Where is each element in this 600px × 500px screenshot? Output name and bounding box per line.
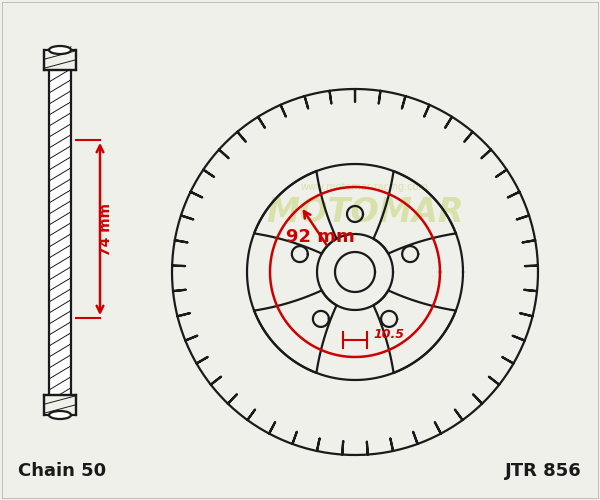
Text: MOTOMAR: MOTOMAR: [266, 196, 464, 228]
Text: 92 mm: 92 mm: [286, 228, 355, 246]
Text: JTR 856: JTR 856: [505, 462, 582, 480]
Bar: [44, 50, 76, 70]
Text: www.motomar-racing.com: www.motomar-racing.com: [301, 182, 429, 192]
Bar: [49, 50, 71, 415]
Ellipse shape: [49, 46, 71, 54]
Text: 74 mm: 74 mm: [99, 202, 113, 256]
Bar: [44, 395, 76, 415]
Ellipse shape: [49, 411, 71, 419]
Text: Chain 50: Chain 50: [18, 462, 106, 480]
Text: 10.5: 10.5: [373, 328, 404, 342]
